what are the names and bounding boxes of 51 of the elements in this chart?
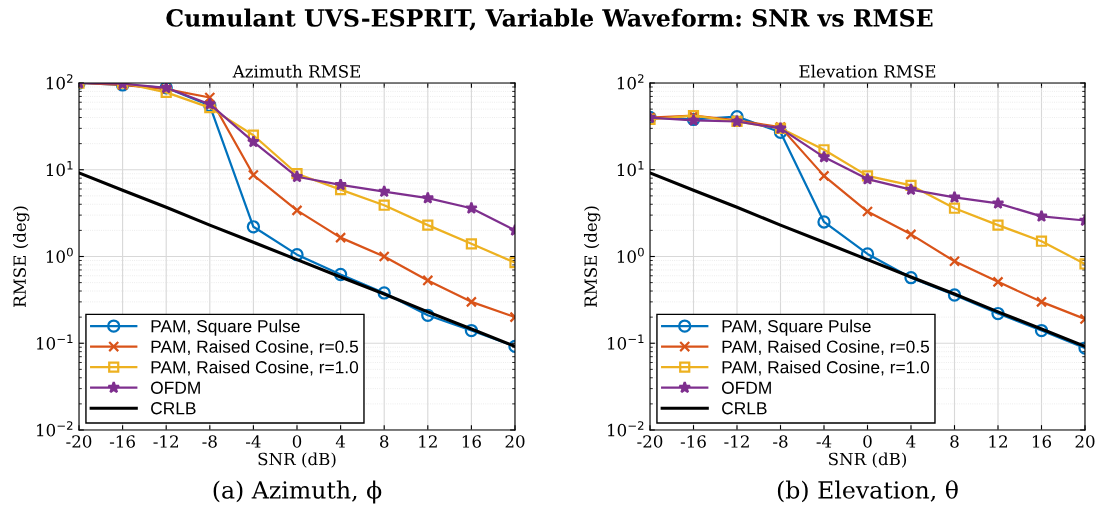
y-tick-label: 10$^{−1}$ bbox=[608, 334, 644, 350]
y-tick-label: 10$^{2}$ bbox=[46, 74, 73, 90]
y-axis-title: RMSE (deg) bbox=[13, 206, 30, 307]
x-tick-label: 8 bbox=[380, 435, 389, 448]
x-tick-label: -12 bbox=[153, 435, 178, 448]
y-tick-label: 10$^{1}$ bbox=[46, 161, 73, 177]
x-tick-label: -16 bbox=[109, 435, 135, 448]
legend-label: OFDM bbox=[151, 381, 200, 394]
x-tick-label: 4 bbox=[335, 435, 346, 448]
legend-label: OFDM bbox=[722, 381, 771, 394]
x-tick-label: -12 bbox=[724, 435, 749, 448]
x-tick-label: 16 bbox=[462, 435, 481, 448]
legend-label: PAM, Raised Cosine, r=0.5 bbox=[722, 340, 930, 355]
x-tick-label: -8 bbox=[773, 435, 788, 448]
x-tick-label: -20 bbox=[637, 435, 663, 448]
x-tick-label: 8 bbox=[950, 435, 959, 448]
x-axis-title: SNR (dB) bbox=[258, 452, 336, 468]
chart-title: Elevation RMSE bbox=[799, 64, 936, 78]
y-tick-label: 10$^{0}$ bbox=[46, 247, 73, 263]
legend-label: CRLB bbox=[151, 402, 196, 415]
text: (a) Azimuth, ϕ bbox=[213, 480, 382, 504]
text: Cumulant UVS-ESPRIT, Variable Waveform: SNR vs RMSE bbox=[166, 8, 933, 31]
y-tick-label: 10$^{−2}$ bbox=[608, 421, 644, 437]
legend-label: PAM, Square Pulse bbox=[722, 319, 871, 336]
x-tick-label: 16 bbox=[1032, 435, 1052, 448]
x-tick-label: 0 bbox=[863, 435, 872, 448]
x-tick-label: -20 bbox=[66, 435, 92, 448]
text: (b) Elevation, θ bbox=[777, 480, 958, 503]
x-tick-label: 4 bbox=[906, 435, 916, 448]
y-tick-label: 10$^{−1}$ bbox=[37, 334, 73, 350]
legend-label: PAM, Raised Cosine, r=1.0 bbox=[151, 360, 359, 376]
legend-label: CRLB bbox=[722, 402, 767, 415]
x-tick-label: 20 bbox=[505, 435, 525, 448]
x-tick-label: -4 bbox=[246, 435, 261, 448]
x-tick-label: 0 bbox=[292, 435, 302, 448]
x-axis-title: SNR (dB) bbox=[829, 452, 907, 468]
legend-label: PAM, Raised Cosine, r=1.0 bbox=[722, 360, 930, 376]
y-tick-label: 10$^{2}$ bbox=[617, 74, 644, 90]
x-tick-label: 12 bbox=[419, 435, 437, 448]
x-tick-label: -8 bbox=[202, 435, 217, 448]
x-tick-label: -4 bbox=[816, 435, 832, 448]
x-tick-label: 20 bbox=[1075, 435, 1095, 448]
y-axis-title: RMSE (deg) bbox=[584, 206, 601, 307]
legend-label: PAM, Raised Cosine, r=0.5 bbox=[151, 340, 359, 355]
y-tick-label: 10$^{−2}$ bbox=[37, 421, 73, 437]
legend-label: PAM, Square Pulse bbox=[151, 319, 300, 336]
chart-title: Azimuth RMSE bbox=[232, 64, 360, 78]
x-tick-label: 12 bbox=[989, 435, 1007, 448]
y-tick-label: 10$^{1}$ bbox=[617, 161, 644, 177]
y-tick-label: 10$^{0}$ bbox=[617, 247, 644, 263]
x-tick-label: -16 bbox=[680, 435, 706, 448]
